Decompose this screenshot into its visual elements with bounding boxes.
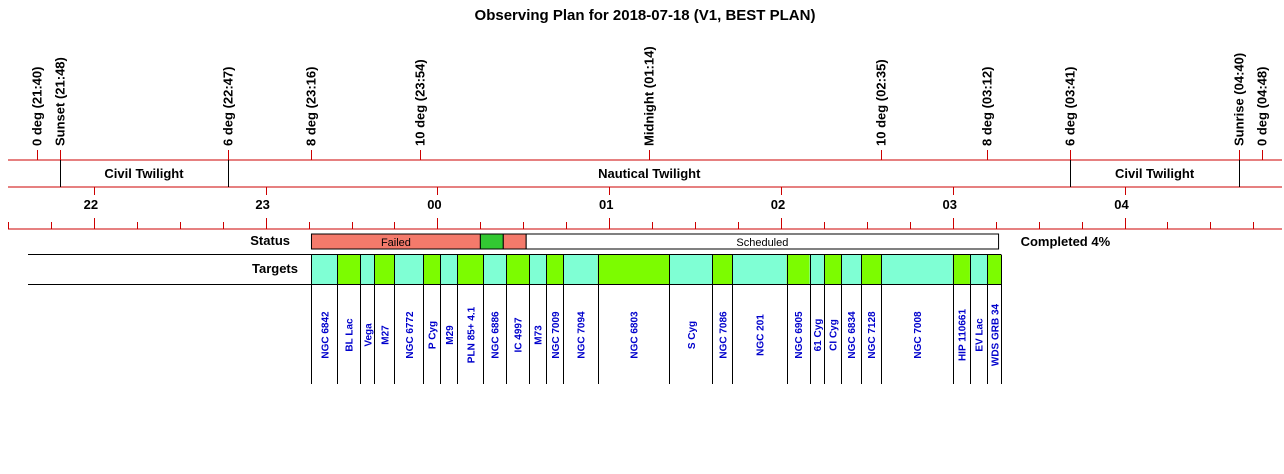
target-bar bbox=[506, 255, 530, 284]
target-name: NGC 7094 bbox=[577, 311, 588, 359]
target-bar bbox=[881, 255, 953, 284]
event-label: 10 deg (02:35) bbox=[874, 59, 889, 146]
hour-label: 23 bbox=[255, 197, 269, 212]
event-label: 6 deg (22:47) bbox=[221, 67, 236, 146]
target-name: 61 Cyg bbox=[813, 319, 824, 352]
hour-label: 03 bbox=[943, 197, 957, 212]
target-name: NGC 6772 bbox=[405, 311, 416, 359]
target-name: NGC 6905 bbox=[794, 311, 805, 359]
status-row: Status Failed Scheduled Completed 4% bbox=[250, 233, 1111, 250]
target-bar bbox=[483, 255, 507, 284]
target-bar bbox=[529, 255, 547, 284]
target-name: M27 bbox=[380, 325, 391, 345]
target-bar bbox=[440, 255, 458, 284]
chart-title: Observing Plan for 2018-07-18 (V1, BEST … bbox=[475, 7, 816, 24]
target-bar bbox=[987, 255, 1002, 284]
event-label: 8 deg (23:16) bbox=[304, 67, 319, 146]
twilight-label: Civil Twilight bbox=[1115, 166, 1195, 181]
status-segment-label: Failed bbox=[381, 237, 411, 249]
target-name: WDS GRB 34 bbox=[990, 303, 1001, 366]
target-name: S Cyg bbox=[687, 321, 698, 349]
target-name: HIP 110661 bbox=[957, 309, 968, 362]
hour-axis: 22 23 00 01 02 03 04 bbox=[8, 187, 1282, 230]
target-bar bbox=[841, 255, 862, 284]
target-bar bbox=[809, 255, 824, 284]
target-bar bbox=[546, 255, 564, 284]
hour-label: 04 bbox=[1114, 197, 1129, 212]
target-bar bbox=[457, 255, 484, 284]
event-label: 8 deg (03:12) bbox=[980, 67, 995, 146]
event-label: Midnight (01:14) bbox=[642, 46, 657, 146]
target-name: IC 4997 bbox=[514, 317, 525, 352]
target-bar bbox=[394, 255, 424, 284]
target-bar bbox=[563, 255, 598, 284]
targets-label: Targets bbox=[252, 261, 298, 276]
event-label: Sunrise (04:40) bbox=[1232, 53, 1247, 146]
status-segment bbox=[502, 233, 527, 250]
hour-label: 22 bbox=[84, 197, 98, 212]
event-label: Sunset (21:48) bbox=[53, 57, 68, 146]
target-bar bbox=[337, 255, 361, 284]
status-segment-label: Scheduled bbox=[736, 237, 788, 249]
target-name: NGC 6886 bbox=[491, 311, 502, 359]
twilight-label: Nautical Twilight bbox=[598, 166, 701, 181]
event-label: 10 deg (23:54) bbox=[413, 59, 428, 146]
target-name: P Cyg bbox=[428, 321, 439, 349]
target-name: NGC 6803 bbox=[630, 311, 641, 359]
targets-row: Targets NGC 6842 BL Lac Vega M27 NGC 6772 P Cy… bbox=[28, 254, 1002, 384]
target-bar bbox=[861, 255, 882, 284]
target-name: NGC 7008 bbox=[913, 311, 924, 359]
twilight-bands: Civil Twilight Nautical Twilight Civil Twi… bbox=[8, 160, 1282, 188]
status-segment bbox=[479, 233, 504, 250]
completed-text: Completed 4% bbox=[1021, 234, 1111, 249]
target-bar bbox=[360, 255, 375, 284]
target-name: NGC 6842 bbox=[320, 311, 331, 359]
hour-label: 02 bbox=[771, 197, 785, 212]
target-bar bbox=[311, 255, 338, 284]
target-bar bbox=[597, 255, 670, 284]
event-label: 0 deg (21:40) bbox=[30, 67, 45, 146]
target-name: NGC 7009 bbox=[551, 311, 562, 359]
target-bar bbox=[969, 255, 988, 284]
target-name: Vega bbox=[363, 323, 374, 347]
target-name: NGC 201 bbox=[756, 314, 767, 356]
target-name: M73 bbox=[534, 325, 545, 345]
hour-label: 01 bbox=[599, 197, 613, 212]
target-bar bbox=[712, 255, 733, 284]
target-bar bbox=[823, 255, 842, 284]
status-segment bbox=[525, 233, 1000, 250]
target-name: PLN 85+ 4.1 bbox=[466, 306, 477, 363]
target-name: M29 bbox=[445, 325, 456, 345]
target-name: NGC 7086 bbox=[718, 311, 729, 359]
target-bar bbox=[952, 255, 970, 284]
target-name: CI Cyg bbox=[829, 319, 840, 351]
status-label: Status bbox=[250, 233, 290, 248]
target-name: BL Lac bbox=[345, 318, 356, 352]
target-bar bbox=[423, 255, 441, 284]
target-name: EV Lac bbox=[975, 318, 986, 352]
event-label: 6 deg (03:41) bbox=[1063, 67, 1078, 146]
target-name: NGC 7128 bbox=[867, 311, 878, 359]
target-bar bbox=[732, 255, 787, 284]
twilight-label: Civil Twilight bbox=[104, 166, 184, 181]
event-label: 0 deg (04:48) bbox=[1255, 67, 1270, 146]
target-bar bbox=[374, 255, 395, 284]
target-bar bbox=[786, 255, 810, 284]
target-name: NGC 6834 bbox=[847, 311, 858, 359]
hour-label: 00 bbox=[427, 197, 441, 212]
event-markers: 0 deg (21:40) Sunset (21:48) 6 deg (22:47)… bbox=[8, 46, 1282, 161]
target-bar bbox=[669, 255, 713, 284]
